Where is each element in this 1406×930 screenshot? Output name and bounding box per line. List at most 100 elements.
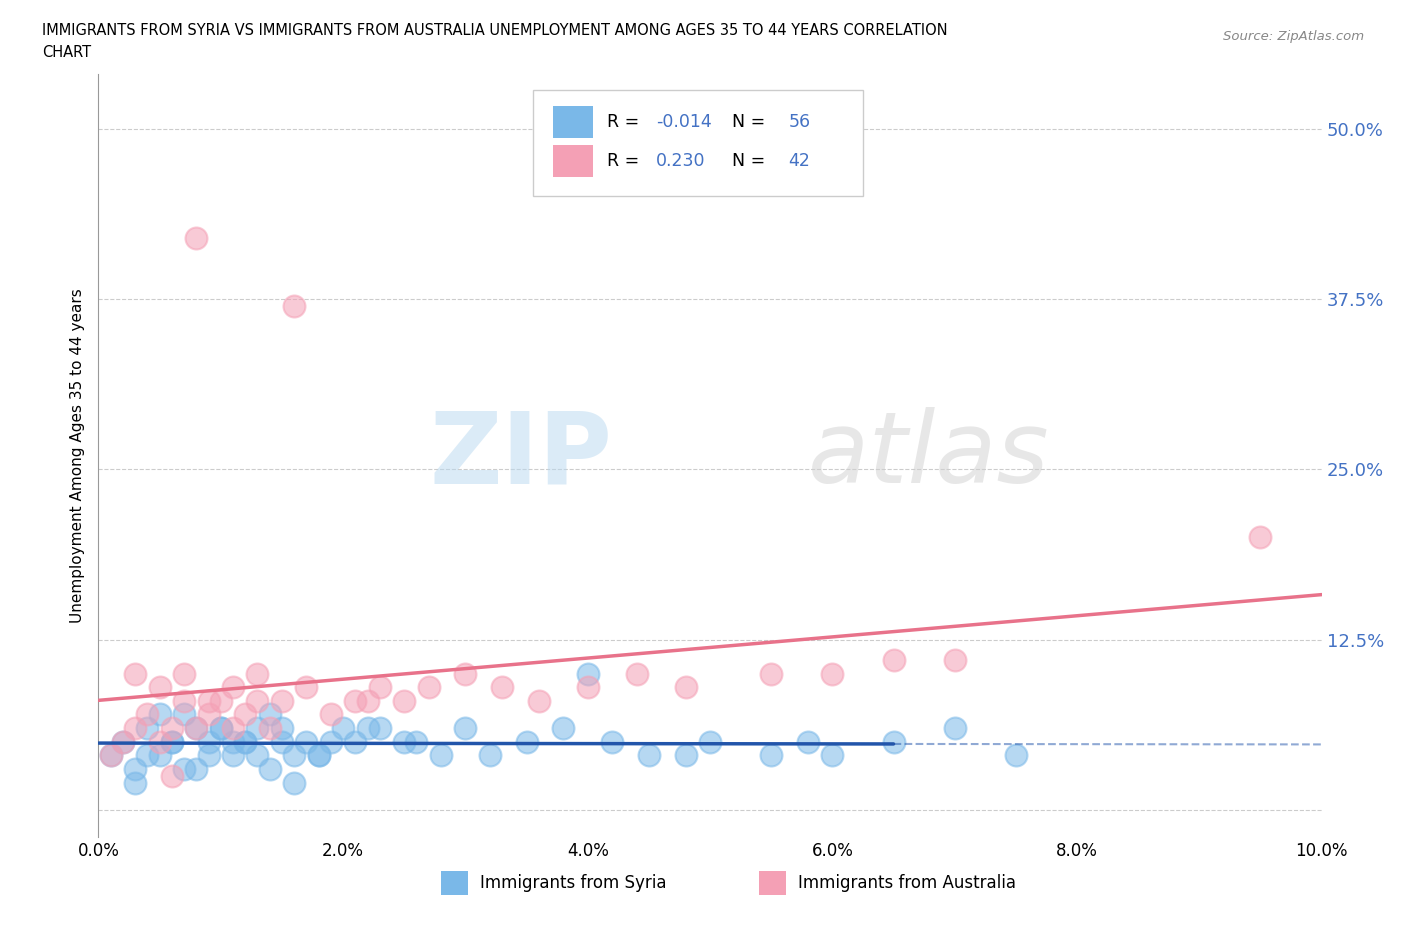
- Point: [1004, 748, 1026, 763]
- Point: [173, 666, 195, 681]
- Text: 0.230: 0.230: [657, 152, 706, 169]
- Point: [233, 707, 256, 722]
- Point: [124, 762, 146, 777]
- Point: [368, 721, 391, 736]
- Point: [222, 721, 245, 736]
- Point: [111, 735, 134, 750]
- Point: [295, 680, 318, 695]
- Point: [259, 707, 281, 722]
- Point: [124, 666, 146, 681]
- Point: [100, 748, 122, 763]
- Point: [149, 735, 172, 750]
- Point: [209, 721, 232, 736]
- FancyBboxPatch shape: [554, 106, 592, 138]
- Point: [356, 721, 378, 736]
- Point: [430, 748, 453, 763]
- Point: [308, 748, 330, 763]
- Y-axis label: Unemployment Among Ages 35 to 44 years: Unemployment Among Ages 35 to 44 years: [69, 288, 84, 623]
- Point: [136, 707, 159, 722]
- Point: [111, 735, 134, 750]
- Point: [233, 735, 256, 750]
- Point: [283, 775, 305, 790]
- Point: [516, 735, 538, 750]
- Point: [186, 762, 208, 777]
- Point: [600, 735, 623, 750]
- Point: [149, 748, 172, 763]
- Point: [332, 721, 354, 736]
- Point: [124, 721, 146, 736]
- Point: [759, 666, 782, 681]
- Point: [943, 653, 966, 668]
- Point: [173, 762, 195, 777]
- Text: atlas: atlas: [808, 407, 1049, 504]
- Point: [186, 231, 208, 246]
- Point: [553, 721, 575, 736]
- Point: [405, 735, 427, 750]
- Text: R =: R =: [607, 152, 645, 169]
- Point: [173, 694, 195, 709]
- Point: [222, 680, 245, 695]
- Text: R =: R =: [607, 113, 645, 131]
- Point: [392, 735, 416, 750]
- Point: [675, 748, 697, 763]
- Text: CHART: CHART: [42, 45, 91, 60]
- Point: [100, 748, 122, 763]
- Point: [197, 735, 219, 750]
- Point: [626, 666, 648, 681]
- Point: [149, 680, 172, 695]
- Point: [821, 748, 844, 763]
- Point: [821, 666, 844, 681]
- Point: [797, 735, 820, 750]
- Point: [197, 748, 219, 763]
- Point: [283, 748, 305, 763]
- Point: [637, 748, 661, 763]
- Point: [675, 680, 697, 695]
- FancyBboxPatch shape: [533, 89, 863, 196]
- Point: [259, 721, 281, 736]
- Point: [186, 721, 208, 736]
- FancyBboxPatch shape: [441, 870, 468, 895]
- Point: [259, 762, 281, 777]
- Point: [454, 666, 477, 681]
- FancyBboxPatch shape: [554, 144, 592, 177]
- Point: [576, 680, 599, 695]
- Point: [883, 735, 905, 750]
- Point: [270, 694, 292, 709]
- Point: [124, 775, 146, 790]
- Point: [246, 721, 269, 736]
- Point: [197, 694, 219, 709]
- Text: Source: ZipAtlas.com: Source: ZipAtlas.com: [1223, 30, 1364, 43]
- Point: [246, 694, 269, 709]
- Point: [368, 680, 391, 695]
- Point: [160, 721, 183, 736]
- Point: [943, 721, 966, 736]
- Point: [149, 707, 172, 722]
- Point: [454, 721, 477, 736]
- Text: Immigrants from Australia: Immigrants from Australia: [799, 874, 1017, 892]
- Point: [283, 299, 305, 313]
- Point: [209, 694, 232, 709]
- Point: [478, 748, 501, 763]
- Point: [759, 748, 782, 763]
- Text: 56: 56: [789, 113, 810, 131]
- Point: [356, 694, 378, 709]
- Point: [576, 666, 599, 681]
- Point: [160, 768, 183, 783]
- Point: [136, 748, 159, 763]
- Point: [160, 735, 183, 750]
- Point: [136, 721, 159, 736]
- Point: [246, 666, 269, 681]
- Point: [197, 707, 219, 722]
- Point: [527, 694, 550, 709]
- Point: [270, 735, 292, 750]
- Point: [699, 735, 721, 750]
- Text: -0.014: -0.014: [657, 113, 711, 131]
- Text: Immigrants from Syria: Immigrants from Syria: [479, 874, 666, 892]
- Point: [319, 707, 342, 722]
- Point: [418, 680, 440, 695]
- Text: ZIP: ZIP: [429, 407, 612, 504]
- Point: [160, 735, 183, 750]
- Point: [319, 735, 342, 750]
- Point: [246, 748, 269, 763]
- Text: 42: 42: [789, 152, 810, 169]
